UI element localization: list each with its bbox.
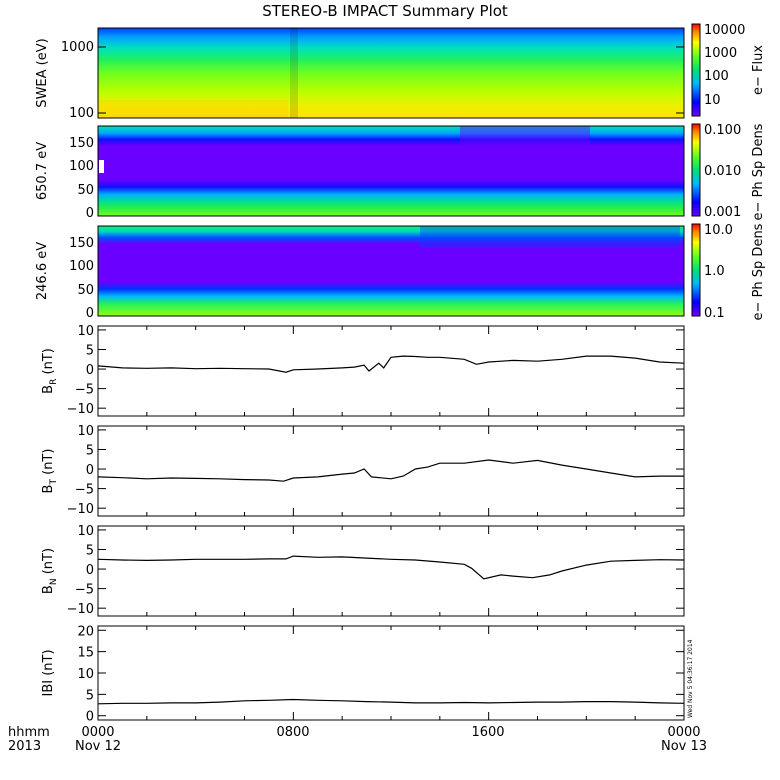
pad650-cbar-tick: 0.010 — [704, 164, 741, 179]
time-axis: hhmm 2013 0000 Nov 12 0800 1600 0000 Nov… — [8, 725, 707, 754]
pad650-cbar-tick: 0.001 — [704, 205, 741, 220]
bn-ytick-label: −5 — [75, 583, 94, 598]
pad650-feature — [460, 126, 590, 160]
bn-ylabel: BN (nT) — [41, 548, 59, 594]
br-series-line — [97, 355, 685, 373]
pad650-marker — [99, 160, 104, 173]
pad246-feature — [420, 226, 680, 248]
pad246-panel: 246.6 eV 150 100 50 0 10.0 1.0 0.1 e− Ph… — [35, 223, 766, 321]
timestamp-stamp: Wed Nov 5 04:36:17 2014 — [687, 639, 694, 718]
bmag-ytick-label: 0 — [86, 710, 94, 725]
br-panel: 10 5 0 −5 −10 BR (nT) — [41, 324, 685, 417]
bt-series-line — [97, 459, 684, 482]
pad246-ytick: 50 — [77, 283, 94, 298]
bn-frame — [97, 525, 685, 617]
bmag-ytick-label: 10 — [77, 667, 94, 682]
pad246-cbar-label: e− Ph Sp Dens — [751, 223, 766, 320]
pad246-ytick: 150 — [69, 236, 94, 251]
br-ytick-label: −5 — [75, 383, 94, 398]
bn-ytick-label: 5 — [86, 543, 94, 558]
bmag-frame — [97, 625, 685, 721]
swea-colorbar — [691, 23, 701, 117]
swea-bright-band — [98, 100, 288, 118]
pad650-cbar-label: e− Ph Sp Dens — [751, 123, 766, 220]
bn-ytick-label: 0 — [86, 563, 94, 578]
pad246-cbar-tick: 10.0 — [704, 223, 733, 238]
time-tick-date-end: Nov 13 — [661, 739, 707, 754]
swea-ytick: 1000 — [61, 40, 94, 55]
bt-panel: 10 5 0 −5 −10 BT (nT) — [41, 424, 685, 517]
time-axis-label: hhmm — [8, 725, 50, 740]
br-ytick-label: 5 — [86, 343, 94, 358]
swea-ylabel: SWEA (eV) — [35, 38, 50, 107]
swea-ytick: 100 — [69, 106, 94, 121]
br-ytick-label: −10 — [67, 402, 94, 417]
pad246-cbar-tick: 1.0 — [704, 264, 725, 279]
bmag-series-line — [97, 698, 685, 705]
pad650-frame — [97, 125, 685, 217]
bn-ytick-label: 10 — [77, 524, 94, 539]
bt-ytick-label: 0 — [86, 463, 94, 478]
bmag-ylabel: IBI (nT) — [41, 649, 56, 696]
time-axis-year: 2013 — [8, 739, 41, 754]
pad650-heatmap — [98, 126, 684, 216]
swea-cbar-tick: 1000 — [704, 46, 737, 61]
time-tick-date-start: Nov 12 — [75, 739, 121, 754]
bt-ytick-label: 10 — [77, 424, 94, 439]
pad650-ytick: 50 — [77, 183, 94, 198]
pad246-colorbar — [691, 223, 701, 317]
bn-series-line — [97, 555, 685, 580]
figure-title: STEREO-B IMPACT Summary Plot — [262, 2, 508, 20]
br-ytick-label: 0 — [86, 363, 94, 378]
bt-ytick-label: −5 — [75, 483, 94, 498]
pad246-ylabel: 246.6 eV — [35, 242, 50, 300]
pad246-heatmap — [98, 226, 684, 316]
bmag-ytick-label: 5 — [86, 688, 94, 703]
line-panels: 10 5 0 −5 −10 BR (nT) 10 5 0 −5 −10 BT (nT) 10 5 0 −5 −1… — [41, 324, 685, 725]
swea-dark-stripe — [290, 28, 298, 118]
pad650-cbar-tick: 0.100 — [704, 123, 741, 138]
swea-frame — [97, 27, 685, 119]
time-tick-0800: 0800 — [276, 725, 309, 740]
br-frame — [97, 325, 685, 417]
bn-panel: 10 5 0 −5 −10 BN (nT) — [41, 524, 685, 617]
pad650-ylabel: 650.7 eV — [35, 142, 50, 200]
br-ylabel: BR (nT) — [41, 348, 59, 394]
pad650-ytick: 0 — [86, 206, 94, 221]
pad246-cbar-tick: 0.1 — [704, 306, 725, 321]
bt-ylabel: BT (nT) — [41, 449, 59, 494]
swea-heatmap — [98, 28, 684, 118]
time-tick-0000: 0000 — [81, 725, 114, 740]
swea-cbar-tick: 10 — [704, 93, 721, 108]
pad246-ytick: 100 — [69, 259, 94, 274]
swea-cbar-label: e− Flux — [751, 45, 766, 95]
swea-panel: SWEA (eV) 1000 100 10000 1000 100 10 e− … — [35, 23, 766, 121]
pad650-colorbar — [691, 123, 701, 217]
bmag-panel: 20 15 10 5 0 IBI (nT) — [41, 624, 685, 725]
bt-ytick-label: −10 — [67, 502, 94, 517]
pad650-ytick: 100 — [69, 159, 94, 174]
bmag-ytick-label: 20 — [77, 624, 94, 639]
bn-ytick-label: −10 — [67, 602, 94, 617]
pad246-ytick: 0 — [86, 306, 94, 321]
time-tick-0000-end: 0000 — [667, 725, 700, 740]
time-tick-1600: 1600 — [471, 725, 504, 740]
pad650-ytick: 150 — [69, 136, 94, 151]
pad650-panel: 650.7 eV 150 100 50 0 0.100 0.010 0.001 … — [35, 123, 766, 221]
br-ytick-label: 10 — [77, 324, 94, 339]
bmag-ytick-label: 15 — [77, 646, 94, 661]
pad246-frame — [97, 225, 685, 317]
bt-ytick-label: 5 — [86, 443, 94, 458]
swea-cbar-tick: 10000 — [704, 23, 745, 38]
swea-cbar-tick: 100 — [704, 69, 729, 84]
